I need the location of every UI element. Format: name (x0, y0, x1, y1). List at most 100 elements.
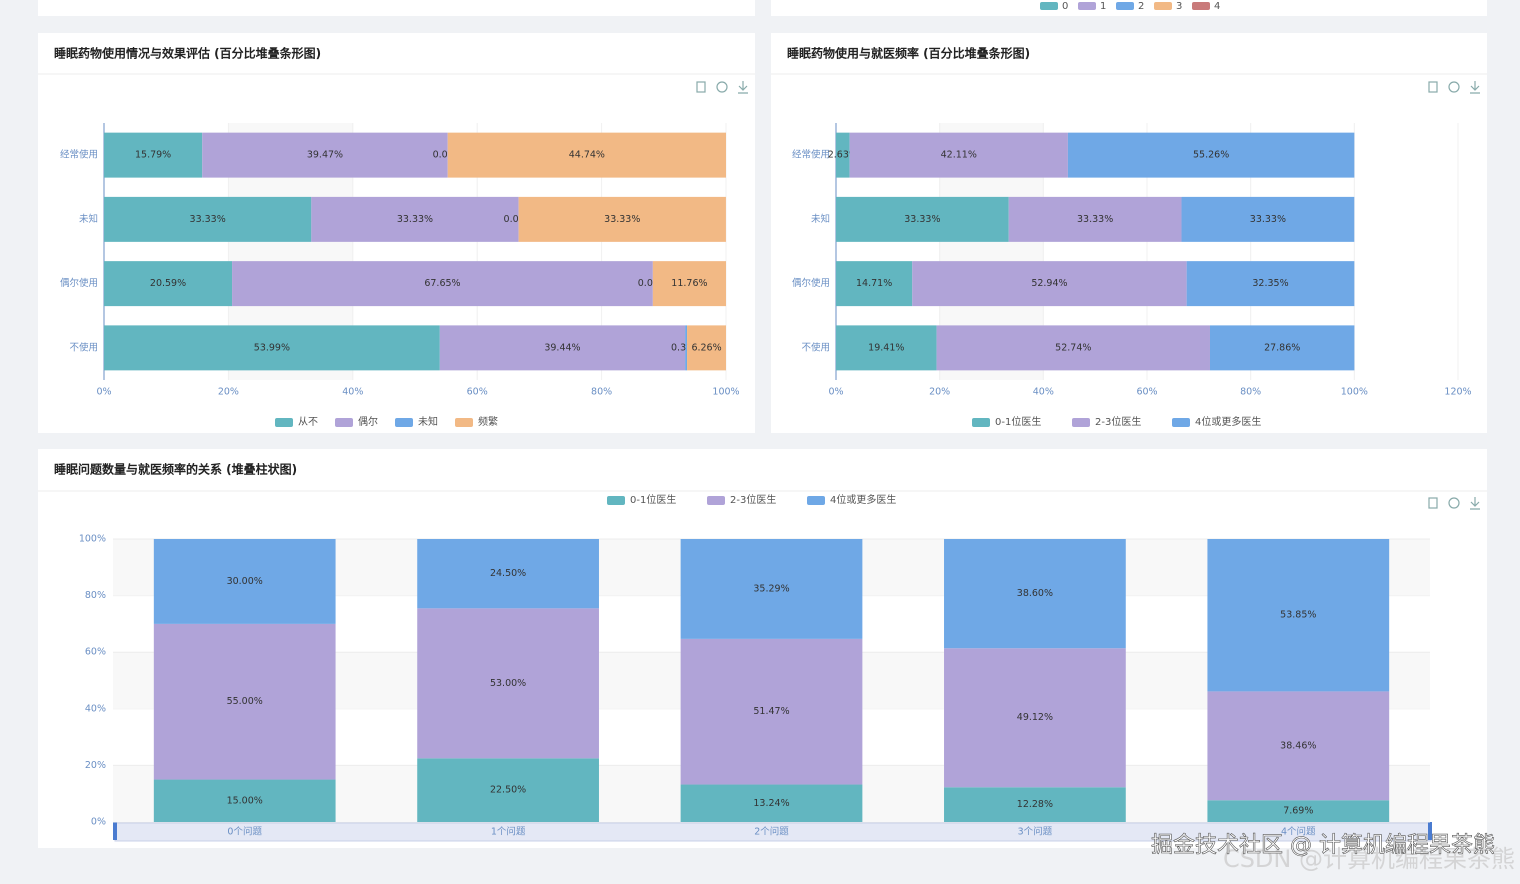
bar-segment (153, 779, 336, 822)
legend-swatch (275, 418, 293, 427)
bar-segment (439, 325, 686, 371)
data-label: 30.00% (227, 576, 263, 587)
bar-segment (1209, 325, 1355, 371)
y-tick-label: 80% (85, 590, 106, 601)
x-tick-label: 1个问题 (491, 826, 526, 838)
bar-segment (680, 784, 863, 822)
legend-label: 0 (1062, 1, 1068, 12)
legend-label: 4 (1214, 1, 1220, 12)
y-tick-label: 100% (79, 534, 106, 545)
bar-segment (912, 261, 1187, 307)
bar-segment (1186, 261, 1355, 307)
x-tick-label: 100% (1341, 387, 1368, 398)
bar-segment (1207, 691, 1390, 801)
x-tick-label: 0% (828, 387, 843, 398)
data-label: 55.00% (227, 696, 263, 707)
panel-title: 睡眠问题数量与就医频率的关系 (堆叠柱状图) (54, 462, 297, 477)
x-tick-label: 0个问题 (227, 826, 262, 838)
data-label: 15.79% (135, 150, 171, 161)
data-label: 38.46% (1280, 740, 1316, 751)
bar-segment (944, 648, 1126, 788)
panel-title: 睡眠药物使用与就医频率 (百分比堆叠条形图) (787, 46, 1030, 61)
bar-segment (680, 638, 863, 785)
y-tick-label: 经常使用 (792, 149, 830, 161)
x-tick-label: 80% (1240, 387, 1261, 398)
legend-label: 偶尔 (358, 415, 378, 428)
legend-swatch (807, 496, 825, 505)
toolbar[interactable] (696, 81, 1480, 510)
legend-label: 0-1位医生 (630, 493, 676, 506)
data-label: 38.60% (1017, 588, 1053, 599)
data-label: 39.47% (307, 150, 343, 161)
y-tick-label: 20% (85, 760, 106, 771)
data-label: 51.47% (753, 706, 789, 717)
panel-title: 睡眠药物使用情况与效果评估 (百分比堆叠条形图) (54, 46, 321, 61)
legend-label: 频繁 (478, 415, 498, 428)
data-label: 22.50% (490, 785, 526, 796)
panel-top-left (38, 0, 755, 16)
x-tick-label: 100% (712, 387, 739, 398)
legend-label: 4位或更多医生 (830, 493, 896, 506)
bar-segment (849, 132, 1068, 178)
bar-segment (836, 325, 937, 371)
legend-label: 未知 (418, 415, 438, 428)
legend-swatch (1192, 2, 1210, 10)
bar-segment (104, 132, 203, 178)
data-label: 7.69% (1283, 806, 1313, 817)
legend-swatch (972, 418, 990, 427)
x-tick-label: 40% (342, 387, 363, 398)
y-tick-label: 不使用 (801, 341, 830, 353)
legend-label: 1 (1100, 1, 1106, 12)
data-label: 27.86% (1264, 342, 1300, 353)
bar-segment (1008, 196, 1182, 242)
bar-segment (417, 539, 599, 609)
y-tick-label: 不使用 (69, 341, 98, 353)
x-tick-label: 60% (467, 387, 488, 398)
data-label: 55.26% (1193, 150, 1229, 161)
bar-segment (447, 132, 726, 178)
data-label: 33.33% (190, 214, 226, 225)
legend-label: 2 (1138, 1, 1144, 12)
data-label: 52.94% (1031, 278, 1067, 289)
data-label: 33.33% (397, 214, 433, 225)
data-label: 19.41% (868, 342, 904, 353)
bar-segment (417, 608, 599, 759)
y-tick-label: 偶尔使用 (792, 277, 830, 289)
bar-segment (518, 196, 726, 242)
bar-segment (104, 196, 312, 242)
bar-segment (202, 132, 448, 178)
data-label: 32.35% (1252, 278, 1288, 289)
data-label: 0.31% (671, 342, 701, 353)
data-label: 14.71% (856, 278, 892, 289)
legend-swatch (1078, 2, 1096, 10)
data-label: 42.11% (941, 150, 977, 161)
data-label: 53.00% (490, 678, 526, 689)
data-label: 20.59% (150, 278, 186, 289)
bar-segment (1181, 196, 1355, 242)
legend-label: 2-3位医生 (730, 493, 776, 506)
y-tick-label: 经常使用 (60, 149, 98, 161)
legend-swatch (395, 418, 413, 427)
y-tick-label: 未知 (79, 213, 98, 225)
legend-swatch (455, 418, 473, 427)
legend-swatch (1154, 2, 1172, 10)
bar-segment (652, 261, 726, 307)
data-label: 35.29% (753, 583, 789, 594)
x-tick-label: 20% (218, 387, 239, 398)
y-tick-label: 0% (91, 817, 106, 828)
legend-label: 0-1位医生 (995, 415, 1041, 428)
legend-label: 2-3位医生 (1095, 415, 1141, 428)
zoom-handle[interactable] (113, 822, 117, 840)
zoom-handle[interactable] (1428, 822, 1432, 840)
y-tick-label: 未知 (811, 213, 830, 225)
data-label: 33.33% (604, 214, 640, 225)
bar-segment (936, 325, 1210, 371)
y-tick-label: 60% (85, 647, 106, 658)
data-label: 6.26% (691, 342, 721, 353)
legend-swatch (1072, 418, 1090, 427)
legend-swatch (607, 496, 625, 505)
bar-segment (1207, 800, 1390, 822)
bar-segment (1067, 132, 1355, 178)
bar-segment (232, 261, 653, 307)
data-label: 53.85% (1280, 610, 1316, 621)
